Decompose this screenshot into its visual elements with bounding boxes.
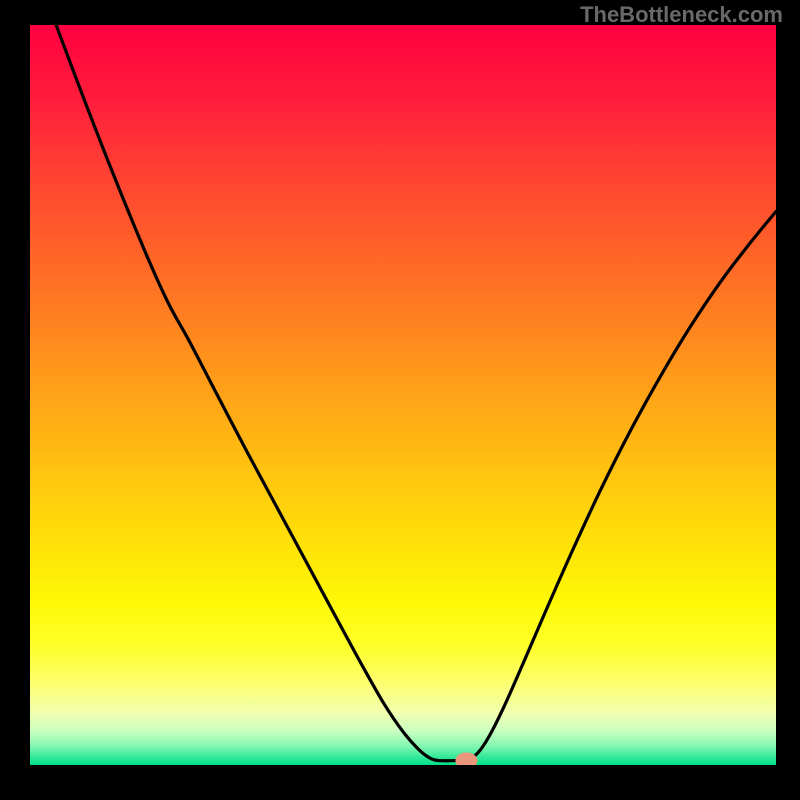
watermark-text: TheBottleneck.com <box>580 2 783 28</box>
bottleneck-curve <box>56 25 776 761</box>
chart-container: TheBottleneck.com <box>0 0 800 800</box>
bottleneck-curve-layer <box>0 0 800 800</box>
optimal-point-marker-top <box>455 753 477 769</box>
